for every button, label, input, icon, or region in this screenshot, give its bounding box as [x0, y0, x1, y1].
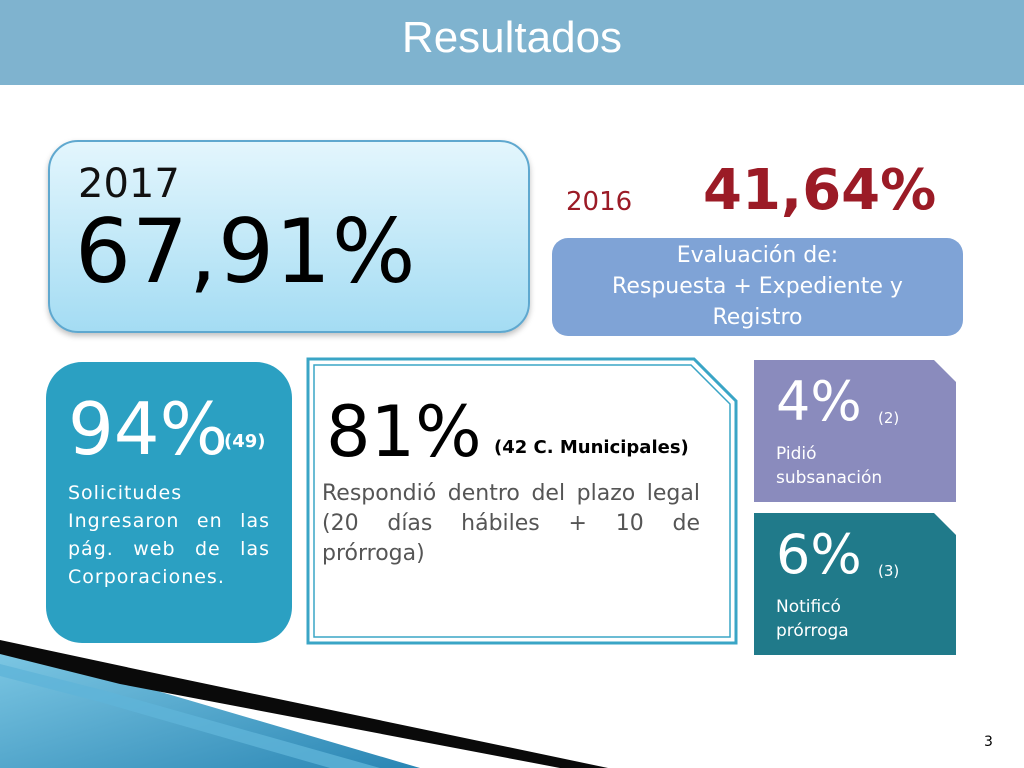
stat-6-box: 6% (3) Notificó prórroga: [754, 513, 956, 655]
evaluation-line-1: Evaluación de:: [676, 243, 839, 268]
decorative-corner-swoosh: [0, 640, 608, 768]
stat-4-description-line-1: Pidió: [776, 444, 817, 464]
year-2016-label: 2016: [566, 187, 633, 217]
stat-4-box: 4% (2) Pidió subsanación: [754, 360, 956, 502]
stat-6-count: (3): [878, 562, 900, 580]
highlight-2017-box: 2017 67,91%: [48, 140, 530, 333]
stat-94-description: Solicitudes Ingresaron en las pág. web d…: [68, 482, 270, 588]
percentage-2016: 41,64%: [703, 158, 937, 223]
stat-4-description: Pidió subsanación: [776, 442, 882, 490]
page-number: 3: [984, 734, 993, 750]
percentage-2017: 67,91%: [75, 200, 417, 303]
evaluation-box: Evaluación de: Respuesta + Expediente y …: [552, 238, 963, 336]
stat-81-description: Respondió dentro del plazo legal (20 día…: [322, 481, 700, 566]
stat-6-description: Notificó prórroga: [776, 595, 849, 643]
stat-6-description-line-1: Notificó: [776, 597, 841, 617]
year-2017-label: 2017: [78, 161, 180, 207]
title-bar: Resultados: [0, 0, 1024, 85]
stat-81-value: 81%: [326, 391, 482, 473]
stat-4-description-line-2: subsanación: [776, 468, 883, 488]
stat-94-count: (49): [224, 431, 266, 452]
evaluation-line-3: Registro: [712, 305, 803, 330]
stat-6-description-line-2: prórroga: [776, 621, 849, 641]
stat-4-value: 4%: [776, 370, 862, 433]
stat-81-box: 81% (42 C. Municipales) Respondió dentro…: [306, 357, 738, 645]
evaluation-line-2: Respuesta + Expediente y: [612, 274, 903, 299]
stat-4-shape: [754, 360, 956, 502]
stat-94-box: 94% (49) Solicitudes Ingresaron en las p…: [46, 362, 292, 643]
stat-81-frame: [306, 357, 738, 645]
slide-title: Resultados: [401, 13, 623, 62]
stat-6-value: 6%: [776, 523, 862, 586]
stat-94-value: 94%: [68, 387, 229, 471]
stat-4-count: (2): [878, 409, 900, 427]
stat-81-count: (42 C. Municipales): [494, 437, 689, 458]
stat-6-shape: [754, 513, 956, 655]
